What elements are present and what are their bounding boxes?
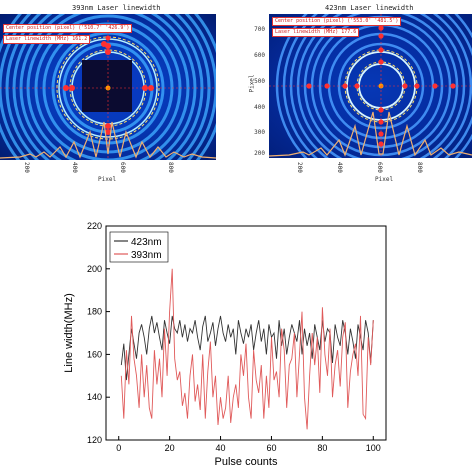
linewidth-value: 161.2 — [72, 36, 88, 42]
y-tick-200: 200 — [254, 150, 265, 157]
y-axis-label: Line width(MHz) — [63, 293, 75, 372]
x-tick-400: 400 — [71, 162, 78, 173]
x-axis-label: Pixel — [375, 176, 394, 183]
x-tick-600: 600 — [376, 162, 383, 173]
x-tick-label: 100 — [366, 443, 381, 453]
fringe-rings — [269, 14, 472, 158]
x-tick-800: 800 — [416, 162, 423, 173]
center-position-label: Center position (pixel) — [275, 18, 345, 24]
y-tick-500: 500 — [254, 78, 265, 85]
x-tick-200: 200 — [23, 162, 30, 173]
x-tick-label: 80 — [317, 443, 327, 453]
x-tick-800: 800 — [167, 162, 174, 173]
y-tick-label: 160 — [87, 349, 102, 359]
panel-423nm: 423nm Laser linewidth Pixel 700 600 500 … — [245, 0, 474, 185]
y-tick-300: 300 — [254, 129, 265, 136]
x-axis-label: Pulse counts — [215, 456, 278, 468]
x-tick-label: 0 — [116, 443, 121, 453]
x-tick-400: 400 — [336, 162, 343, 173]
center-position-tag: Center position (pixel) ('510.7' '426.9'… — [3, 24, 133, 33]
x-tick-label: 60 — [266, 443, 276, 453]
y-tick-label: 140 — [87, 392, 102, 402]
legend-label: 393nm — [131, 250, 162, 261]
y-tick-label: 180 — [87, 307, 102, 317]
legend-box — [109, 231, 169, 263]
panel-title: 423nm Laser linewidth — [325, 4, 414, 12]
linewidth-tag: Laser linewidth (MHz) 177.6 — [272, 28, 360, 37]
linewidth-tag: Laser linewidth (MHz) 161.2 — [3, 35, 91, 44]
center-position-value: ('510.7' '426.9') — [78, 25, 130, 31]
linewidth-chart: 0 20 40 60 80 100 120 140 160 180 200 220 Pulse coun… — [63, 221, 387, 468]
legend: 423nm 393nm — [109, 231, 169, 263]
x-tick-200: 200 — [296, 162, 303, 173]
y-tick-label: 220 — [87, 221, 102, 231]
linewidth-label: Laser linewidth (MHz) — [6, 36, 70, 42]
panel-title: 393nm Laser linewidth — [72, 4, 161, 12]
y-tick-label: 120 — [87, 435, 102, 445]
x-tick-label: 40 — [216, 443, 226, 453]
legend-label: 423nm — [131, 237, 162, 248]
linewidth-value: 177.6 — [341, 29, 357, 35]
fringe-image: Center position (pixel) ('510.7' '426.9'… — [0, 14, 216, 160]
center-position-label: Center position (pixel) — [6, 25, 76, 31]
series-line-423nm — [120, 315, 374, 381]
axes: 0 20 40 60 80 100 120 140 160 180 200 220 Pulse coun… — [63, 221, 387, 468]
x-tick-label: 20 — [165, 443, 175, 453]
center-position-tag: Center position (pixel) ('553.0' '481.5'… — [272, 17, 402, 26]
fringe-image: Center position (pixel) ('553.0' '481.5'… — [269, 14, 472, 158]
x-tick-600: 600 — [119, 162, 126, 173]
x-axis-label: Pixel — [98, 176, 117, 183]
y-tick-400: 400 — [254, 104, 265, 111]
series-line-393nm — [120, 268, 374, 430]
y-tick-label: 200 — [87, 264, 102, 274]
center-position-value: ('553.0' '481.5') — [347, 18, 399, 24]
plot-frame — [105, 225, 387, 441]
linewidth-label: Laser linewidth (MHz) — [275, 29, 339, 35]
series-layer — [120, 268, 374, 430]
y-tick-600: 600 — [254, 52, 265, 59]
fringe-rings — [0, 14, 216, 160]
panel-393nm: 393nm Laser linewidth — [0, 0, 220, 185]
y-tick-700: 700 — [254, 26, 265, 33]
